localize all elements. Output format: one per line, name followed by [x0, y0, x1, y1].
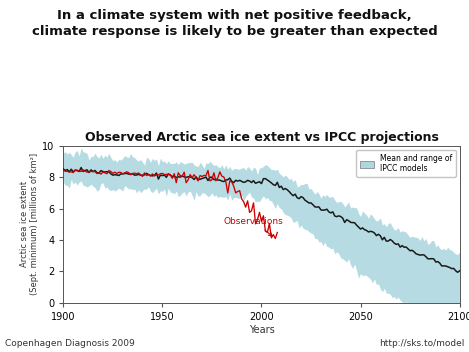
Legend: Mean and range of
IPCC models: Mean and range of IPCC models: [356, 150, 456, 177]
Text: Observations: Observations: [224, 216, 284, 236]
Text: In a climate system with net positive feedback,
climate response is likely to be: In a climate system with net positive fe…: [31, 9, 438, 38]
Title: Observed Arctic sea ice extent vs IPCC projections: Observed Arctic sea ice extent vs IPCC p…: [84, 131, 439, 144]
Y-axis label: Arctic sea ice extent
(Sept. minimum) [millions of km²]: Arctic sea ice extent (Sept. minimum) [m…: [20, 153, 39, 295]
Text: http://sks.to/model: http://sks.to/model: [379, 339, 464, 348]
X-axis label: Years: Years: [249, 325, 274, 334]
Text: Copenhagen Diagnosis 2009: Copenhagen Diagnosis 2009: [5, 339, 135, 348]
